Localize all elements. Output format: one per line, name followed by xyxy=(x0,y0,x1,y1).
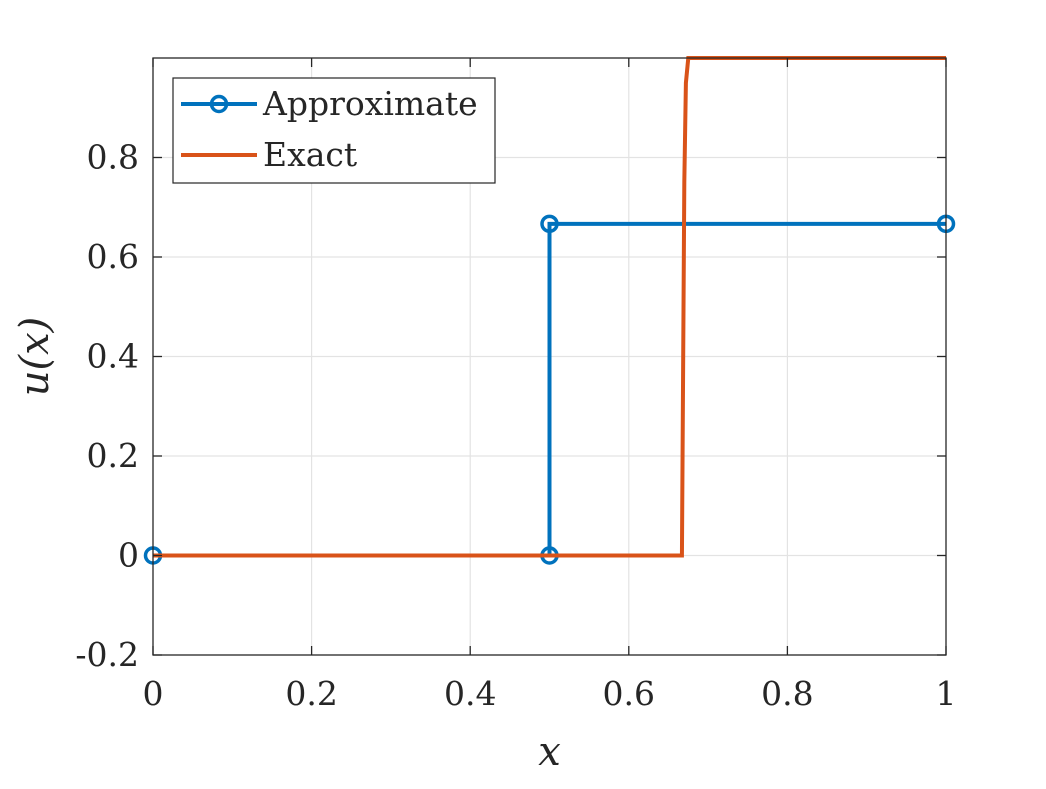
y-tick-label: 0.4 xyxy=(87,337,139,376)
x-tick-label: 0.4 xyxy=(444,674,496,713)
x-tick-label: 1 xyxy=(936,674,957,713)
legend-entry-exact: Exact xyxy=(263,135,357,174)
x-axis-label: x xyxy=(538,729,561,775)
x-tick-label: 0.8 xyxy=(761,674,813,713)
data-point-approximate xyxy=(540,214,559,234)
y-tick-label: 0.8 xyxy=(87,138,139,177)
axes xyxy=(152,57,947,656)
legend: Approximate Exact xyxy=(172,77,496,184)
y-tick-label: 0.2 xyxy=(87,436,139,475)
legend-entry-approximate: Approximate xyxy=(262,84,478,123)
x-tick-label: 0.2 xyxy=(285,674,337,713)
y-tick-label: 0.6 xyxy=(87,237,139,276)
x-tick-label: 0 xyxy=(143,674,164,713)
tick-labels: 0 0.2 0.4 0.6 0.8 1-0.200.20.40.60.8 xyxy=(75,138,956,714)
y-tick-label: -0.2 xyxy=(75,635,139,674)
legend-box xyxy=(172,77,496,184)
x-tick-label: 0.6 xyxy=(603,674,655,713)
y-tick-label: 0 xyxy=(118,536,139,575)
series-line-approximate xyxy=(153,221,946,558)
legend-marker-approximate xyxy=(209,94,229,114)
y-axis-label: u(x) xyxy=(12,317,58,397)
